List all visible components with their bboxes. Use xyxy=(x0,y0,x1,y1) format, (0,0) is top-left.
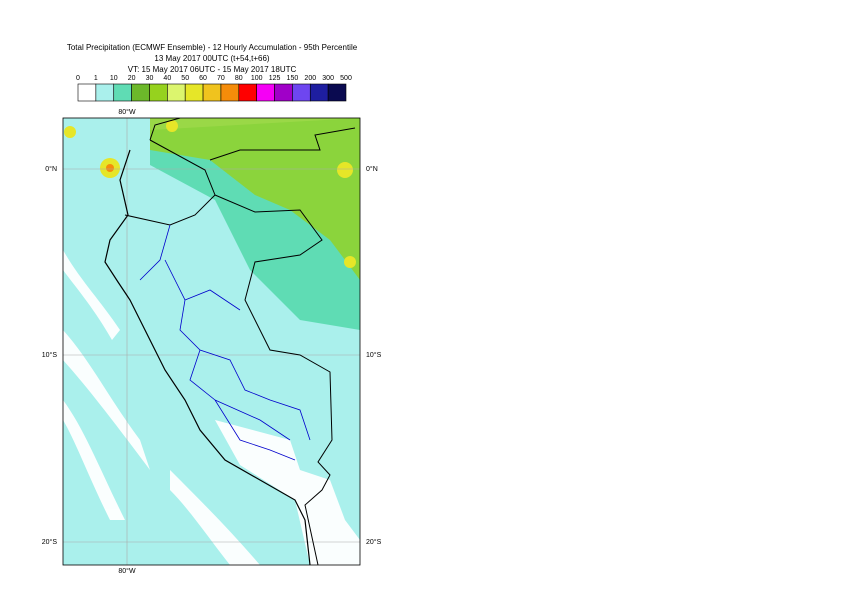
legend-swatch xyxy=(184,83,204,102)
legend-label: 60 xyxy=(199,75,207,82)
legend-label: 300 xyxy=(322,75,334,82)
legend-label: 200 xyxy=(304,75,316,82)
legend-swatch xyxy=(202,83,222,102)
legend-label: 10 xyxy=(110,75,118,82)
legend-swatch xyxy=(238,83,257,102)
legend-label: 150 xyxy=(287,75,299,82)
lat-label: 20°S xyxy=(42,538,58,546)
subtitle: VT: 15 May 2017 06UTC - 15 May 2017 18UT… xyxy=(128,65,297,74)
lon-label: 80°W xyxy=(118,108,136,116)
legend-label: 500 xyxy=(340,75,352,82)
legend-swatch xyxy=(77,83,97,102)
lon-label: 80°W xyxy=(118,567,136,575)
legend-label: 70 xyxy=(217,75,225,82)
subtitle: 13 May 2017 00UTC (t+54,t+66) xyxy=(154,54,270,63)
legend: 0 1 10 20 30 40 50 60 70 80 100 125 150 200 300 500 xyxy=(76,75,352,102)
lat-label: 0°N xyxy=(366,165,378,173)
legend-swatch xyxy=(113,83,132,102)
legend-swatch xyxy=(327,83,347,102)
legend-label: 80 xyxy=(235,75,243,82)
legend-label: 30 xyxy=(146,75,154,82)
legend-swatch xyxy=(149,83,168,102)
legend-swatch xyxy=(256,83,275,102)
legend-label: 0 xyxy=(76,75,80,82)
title: Total Precipitation (ECMWF Ensemble) - 1… xyxy=(67,43,358,52)
map-frame xyxy=(62,117,361,566)
legend-label: 1 xyxy=(94,75,98,82)
legend-label: 125 xyxy=(269,75,281,82)
legend-swatch xyxy=(95,83,115,102)
legend-swatch xyxy=(167,83,186,102)
lat-label: 20°S xyxy=(366,538,382,546)
lat-label: 10°S xyxy=(42,351,58,359)
map xyxy=(63,118,360,565)
lat-label: 10°S xyxy=(366,351,382,359)
legend-label: 100 xyxy=(251,75,263,82)
legend-swatch xyxy=(131,83,150,102)
legend-label: 50 xyxy=(181,75,189,82)
legend-label: 40 xyxy=(163,75,171,82)
legend-swatch xyxy=(292,83,311,102)
legend-swatch xyxy=(274,83,293,102)
legend-label: 20 xyxy=(128,75,136,82)
legend-swatch xyxy=(309,83,329,102)
legend-swatch xyxy=(220,83,240,102)
lat-label: 0°N xyxy=(45,165,57,173)
